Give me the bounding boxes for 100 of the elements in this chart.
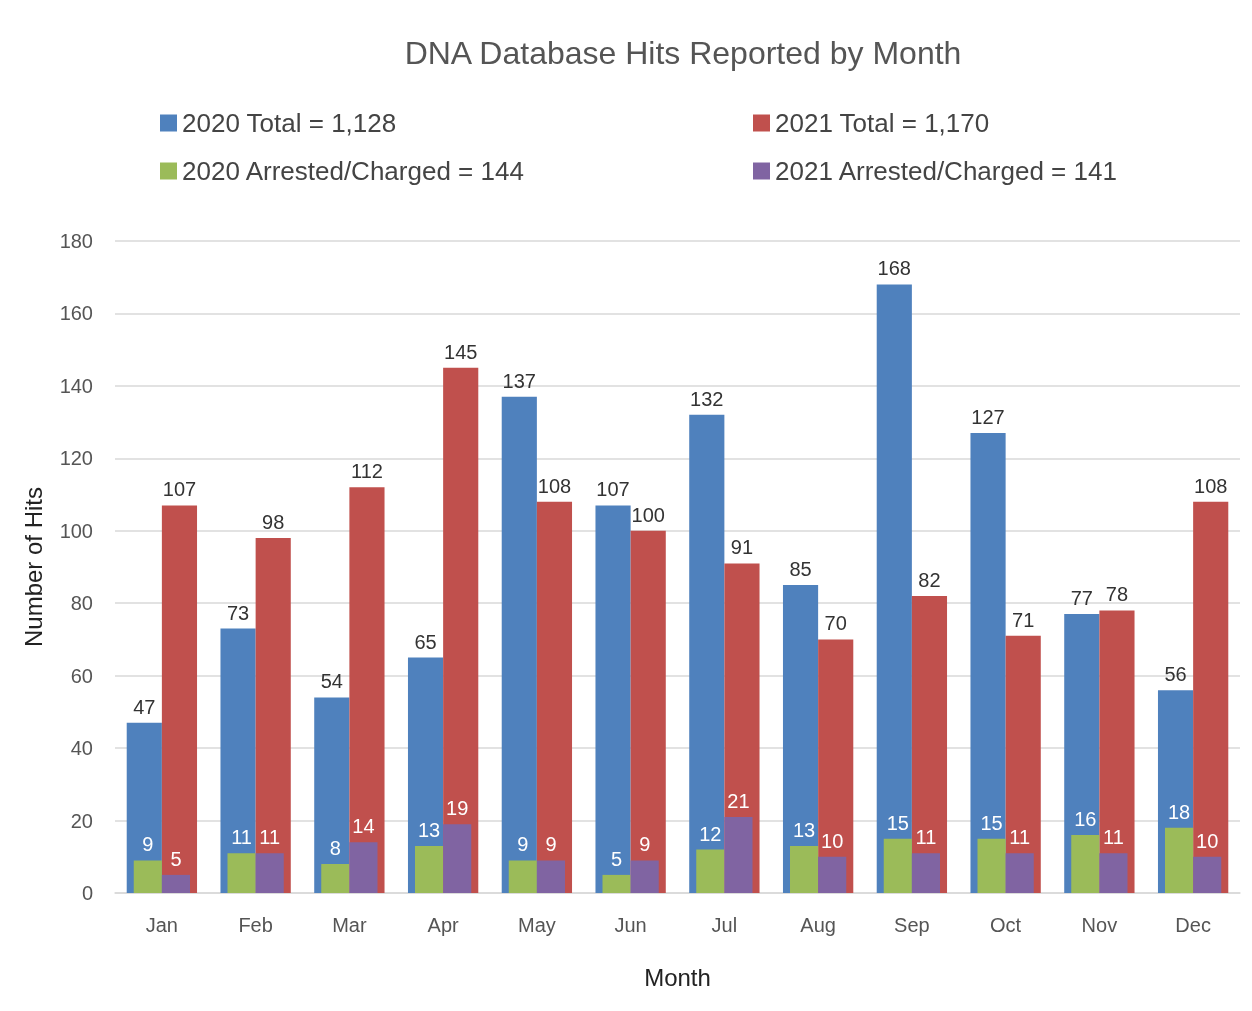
bar <box>595 505 631 893</box>
bar <box>977 838 1006 893</box>
bar <box>602 874 631 893</box>
data-label: 82 <box>918 568 941 591</box>
bar <box>818 856 847 893</box>
bar <box>133 860 162 893</box>
bar <box>630 860 659 893</box>
data-label: 108 <box>537 474 572 497</box>
bar <box>630 530 666 893</box>
data-label: 9 <box>545 833 557 856</box>
data-label: 10 <box>821 829 844 852</box>
bar <box>508 860 537 893</box>
bar <box>536 501 573 893</box>
y-tick-label: 100 <box>59 519 93 542</box>
data-label: 5 <box>611 847 623 870</box>
data-label: 145 <box>444 340 478 363</box>
bar <box>689 414 725 893</box>
legend-label: 2021 Arrested/Charged = 141 <box>775 156 1117 186</box>
data-label: 65 <box>414 630 437 653</box>
bar <box>161 874 190 893</box>
data-label: 70 <box>824 612 847 635</box>
bar <box>1193 501 1229 893</box>
data-label: 11 <box>259 826 281 849</box>
legend-label: 2021 Total = 1,170 <box>775 108 990 138</box>
chart-title: DNA Database Hits Reported by Month <box>404 35 962 71</box>
bar <box>536 860 565 893</box>
x-tick-label: Feb <box>238 914 273 936</box>
y-tick-label: 140 <box>59 374 93 397</box>
data-label: 11 <box>1009 826 1031 849</box>
data-label: 9 <box>517 833 529 856</box>
x-tick-label: Nov <box>1081 914 1118 936</box>
data-label: 15 <box>886 811 909 834</box>
bar <box>696 849 725 893</box>
data-label: 13 <box>417 818 441 841</box>
data-label: 107 <box>596 478 630 501</box>
x-tick-label: Jun <box>614 914 647 936</box>
x-tick-label: Mar <box>332 914 367 936</box>
data-label: 132 <box>690 387 724 410</box>
data-label: 107 <box>162 478 197 501</box>
data-label: 11 <box>1103 826 1124 849</box>
x-tick-label: Sep <box>894 914 930 936</box>
y-tick-label: 80 <box>70 592 93 615</box>
data-label: 12 <box>699 822 722 845</box>
x-tick-label: Dec <box>1175 914 1211 936</box>
bar <box>1071 835 1100 893</box>
x-tick-label: Jan <box>145 914 178 936</box>
data-label: 14 <box>352 815 375 838</box>
bar <box>876 284 912 893</box>
data-label: 78 <box>1105 583 1129 606</box>
data-label: 5 <box>170 847 182 870</box>
data-label: 85 <box>789 558 812 581</box>
bar <box>1165 827 1194 893</box>
data-label: 112 <box>351 460 383 483</box>
data-label: 15 <box>980 811 1003 834</box>
x-tick-label: Oct <box>990 914 1022 936</box>
data-label: 8 <box>329 837 341 860</box>
bar <box>443 824 472 893</box>
bar <box>911 853 940 893</box>
y-tick-label: 160 <box>59 302 93 325</box>
data-label: 9 <box>639 833 651 856</box>
data-label: 10 <box>1196 829 1219 852</box>
x-tick-label: Apr <box>427 914 460 936</box>
data-label: 91 <box>730 536 754 559</box>
bar <box>161 505 198 893</box>
x-axis-title: Month <box>644 963 711 991</box>
y-tick-label: 60 <box>70 664 93 687</box>
y-tick-label: 20 <box>70 809 93 832</box>
data-label: 127 <box>971 405 1005 428</box>
bar <box>883 838 912 893</box>
data-label: 47 <box>133 695 156 718</box>
data-label: 19 <box>446 797 469 820</box>
bar <box>724 816 753 893</box>
data-label: 54 <box>320 670 343 693</box>
data-label: 98 <box>262 511 285 534</box>
data-label: 77 <box>1070 587 1093 610</box>
y-tick-label: 0 <box>81 882 93 904</box>
data-label: 100 <box>631 503 665 526</box>
bar <box>970 432 1006 893</box>
data-label: 71 <box>1012 608 1035 631</box>
legend-label: 2020 Total = 1,128 <box>182 108 397 138</box>
data-label: 11 <box>915 826 937 849</box>
data-label: 108 <box>1194 474 1228 497</box>
bar <box>1193 856 1222 893</box>
data-label: 16 <box>1074 808 1097 831</box>
y-tick-label: 120 <box>59 447 93 470</box>
y-tick-label: 180 <box>59 230 93 252</box>
bar <box>349 842 378 893</box>
data-label: 137 <box>502 369 536 392</box>
data-label: 11 <box>231 826 252 849</box>
bar <box>1099 853 1128 893</box>
bar <box>415 845 444 893</box>
bar <box>227 853 256 893</box>
data-label: 21 <box>727 789 750 812</box>
bar <box>501 396 537 893</box>
bar <box>321 864 350 893</box>
data-label: 168 <box>877 257 911 280</box>
x-tick-label: Jul <box>711 914 738 936</box>
y-tick-label: 40 <box>70 737 93 760</box>
data-label: 13 <box>792 818 816 841</box>
x-tick-label: Aug <box>800 914 836 936</box>
